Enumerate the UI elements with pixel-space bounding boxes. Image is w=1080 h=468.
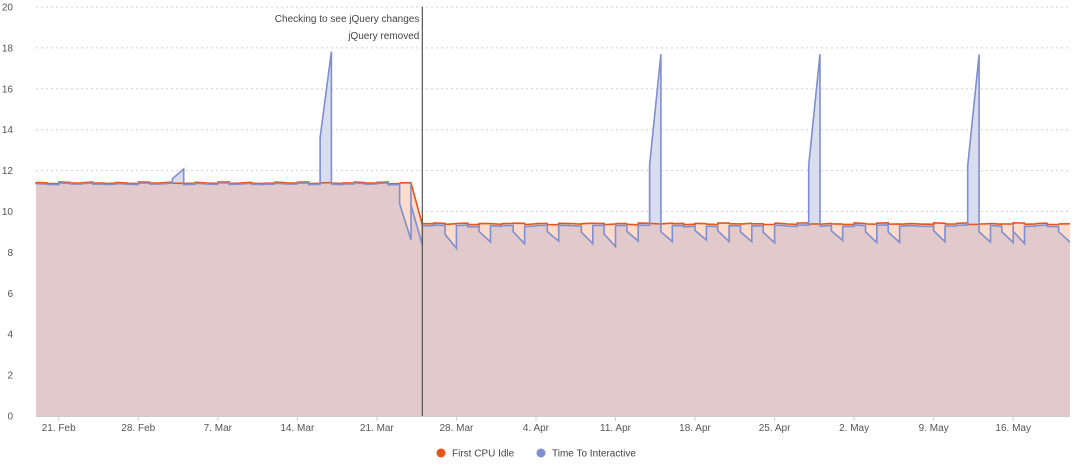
y-tick-label-6: 6: [7, 289, 13, 300]
x-tick-label-10: 2. May: [839, 423, 869, 434]
legend[interactable]: First CPU Idle Time To Interactive: [436, 448, 637, 460]
series-lines: [35, 51, 1071, 251]
x-tick-label-6: 4. Apr: [523, 423, 550, 434]
y-axis: 0 2 4 6 8 10 12 14 16 18 20: [2, 3, 14, 423]
y-tick-label-8: 8: [7, 248, 13, 259]
x-axis: 21. Feb 28. Feb 7. Mar 14. Mar 21. Mar 28. Ma…: [36, 416, 1070, 434]
legend-label-first-cpu-idle: First CPU Idle: [452, 449, 515, 460]
x-tick-label-4: 21. Mar: [360, 423, 395, 434]
x-tick-label-11: 9. May: [919, 423, 949, 434]
y-tick-label-12: 12: [2, 166, 14, 177]
series-line-time-to-interactive: [35, 51, 1071, 251]
x-tick-label-5: 28. Mar: [439, 423, 474, 434]
series-area-overlap: [36, 181, 1070, 416]
x-tick-label-12: 16. May: [995, 423, 1031, 434]
legend-item-time-to-interactive[interactable]: Time To Interactive: [536, 448, 637, 460]
x-tick-label-2: 7. Mar: [204, 423, 233, 434]
y-tick-label-10: 10: [2, 207, 14, 218]
x-tick-label-8: 18. Apr: [679, 423, 711, 434]
x-tick-label-1: 28. Feb: [121, 423, 155, 434]
y-tick-label-16: 16: [2, 84, 14, 95]
y-tick-label-18: 18: [2, 43, 14, 54]
annotation: Checking to see jQuery changes jQuery re…: [275, 7, 423, 416]
x-tick-label-3: 14. Mar: [280, 423, 315, 434]
annotation-label-line1: Checking to see jQuery changes: [275, 14, 420, 25]
legend-label-time-to-interactive: Time To Interactive: [552, 449, 636, 460]
x-tick-label-0: 21. Feb: [42, 423, 76, 434]
legend-marker-time-to-interactive: [536, 448, 546, 458]
y-tick-label-20: 20: [2, 3, 14, 14]
annotation-label-line2: jQuery removed: [347, 31, 419, 42]
y-tick-label-14: 14: [2, 125, 14, 136]
y-tick-label-0: 0: [7, 412, 13, 423]
x-tick-label-9: 25. Apr: [759, 423, 791, 434]
legend-marker-first-cpu-idle: [436, 448, 446, 458]
y-tick-label-4: 4: [7, 330, 13, 341]
series-areas: [36, 51, 1070, 416]
legend-item-first-cpu-idle[interactable]: First CPU Idle: [436, 448, 515, 460]
y-tick-label-2: 2: [7, 371, 13, 382]
x-tick-label-7: 11. Apr: [600, 423, 632, 434]
